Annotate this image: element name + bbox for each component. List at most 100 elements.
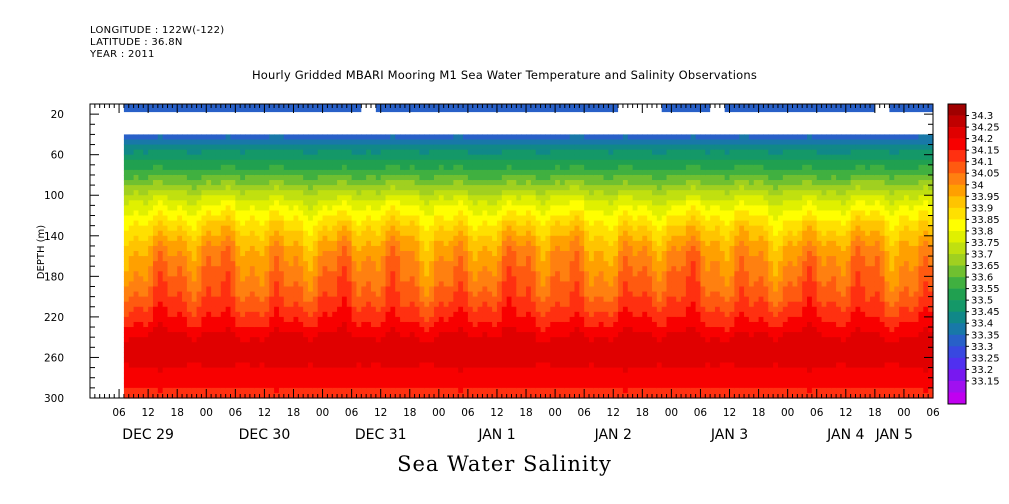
heatmap-cell — [341, 225, 348, 232]
heatmap-cell — [526, 190, 532, 196]
heatmap-cell — [351, 266, 358, 272]
heatmap-cell — [206, 210, 212, 217]
heatmap-cell — [264, 245, 270, 252]
heatmap-cell — [559, 316, 566, 323]
heatmap-cell — [172, 149, 178, 156]
heatmap-cell — [206, 276, 212, 283]
heatmap-cell — [167, 266, 173, 272]
heatmap-cell — [225, 332, 232, 338]
heatmap-cell — [351, 372, 358, 379]
heatmap-cell — [472, 215, 479, 222]
heatmap-cell — [186, 205, 193, 212]
heatmap-cell — [419, 245, 425, 252]
heatmap-cell — [540, 235, 547, 242]
heatmap-cell — [288, 281, 295, 288]
heatmap-cell — [433, 321, 440, 328]
heatmap-cell — [235, 311, 241, 318]
heatmap-cell — [429, 306, 435, 313]
heatmap-cell — [535, 174, 542, 181]
heatmap-cell — [569, 337, 576, 343]
heatmap-cell — [143, 195, 149, 201]
heatmap-cell — [269, 164, 275, 171]
heatmap-cell — [206, 159, 212, 166]
heatmap-cell — [584, 251, 590, 257]
heatmap-cell — [157, 195, 164, 201]
heatmap-cell — [419, 195, 425, 201]
heatmap-cell — [458, 215, 464, 222]
heatmap-cell — [206, 215, 212, 222]
heatmap-cell — [448, 205, 454, 212]
heatmap-cell — [182, 134, 188, 141]
heatmap-cell — [433, 296, 440, 303]
heatmap-cell — [584, 271, 590, 277]
heatmap-cell — [152, 210, 159, 217]
heatmap-cell — [472, 367, 479, 374]
heatmap-cell — [443, 245, 450, 252]
heatmap-cell — [574, 332, 580, 338]
heatmap-cell — [245, 205, 251, 212]
heatmap-cell — [308, 251, 314, 257]
heatmap-cell — [400, 235, 406, 242]
heatmap-cell — [138, 200, 144, 206]
heatmap-cell — [496, 185, 503, 191]
heatmap-cell — [414, 190, 421, 196]
heatmap-cell — [308, 235, 314, 242]
heatmap-cell — [429, 261, 435, 267]
heatmap-cell — [138, 174, 144, 181]
heatmap-cell — [584, 174, 590, 181]
heatmap-cell — [157, 200, 164, 206]
heatmap-cell — [182, 382, 188, 389]
heatmap-cell — [123, 205, 130, 212]
heatmap-cell — [526, 271, 532, 277]
heatmap-cell — [492, 342, 498, 348]
heatmap-cell — [322, 271, 328, 277]
heatmap-cell — [463, 195, 469, 201]
heatmap-cell — [463, 266, 469, 272]
heatmap-cell — [312, 352, 319, 359]
heatmap-cell — [186, 240, 193, 247]
heatmap-cell — [545, 256, 551, 262]
heatmap-cell — [123, 276, 130, 283]
heatmap-cell — [245, 256, 251, 262]
heatmap-cell — [249, 251, 256, 257]
heatmap-cell — [404, 321, 411, 328]
heatmap-cell — [530, 164, 537, 171]
heatmap-cell — [201, 316, 207, 323]
heatmap-cell — [390, 215, 396, 222]
heatmap-cell — [501, 134, 508, 141]
heatmap-cell — [148, 245, 154, 252]
heatmap-cell — [492, 276, 498, 283]
heatmap-cell — [492, 149, 498, 156]
heatmap-cell — [569, 251, 576, 257]
heatmap-cell — [230, 316, 236, 323]
heatmap-cell — [274, 387, 280, 394]
heatmap-cell — [535, 347, 542, 353]
heatmap-cell — [346, 377, 353, 384]
heatmap-cell — [545, 377, 551, 384]
heatmap-cell — [545, 225, 551, 232]
heatmap-cell — [225, 230, 232, 237]
heatmap-cell — [312, 185, 319, 191]
heatmap-cell — [327, 286, 333, 293]
heatmap-cell — [511, 387, 517, 394]
heatmap-cell — [366, 311, 372, 318]
heatmap-cell — [404, 296, 411, 303]
heatmap-cell — [274, 296, 280, 303]
heatmap-cell — [274, 372, 280, 379]
heatmap-cell — [322, 362, 328, 369]
heatmap-cell — [235, 169, 241, 176]
heatmap-cell — [496, 296, 503, 303]
heatmap-cell — [157, 174, 164, 181]
heatmap-cell — [414, 327, 421, 333]
heatmap-cell — [487, 271, 493, 277]
heatmap-cell — [167, 372, 173, 379]
heatmap-cell — [288, 392, 295, 399]
heatmap-cell — [123, 200, 130, 206]
heatmap-cell — [303, 149, 309, 156]
heatmap-cell — [235, 149, 241, 156]
heatmap-cell — [429, 357, 435, 364]
heatmap-cell — [206, 301, 212, 308]
heatmap-cell — [380, 256, 387, 262]
heatmap-cell — [162, 311, 169, 318]
heatmap-cell — [128, 266, 135, 272]
